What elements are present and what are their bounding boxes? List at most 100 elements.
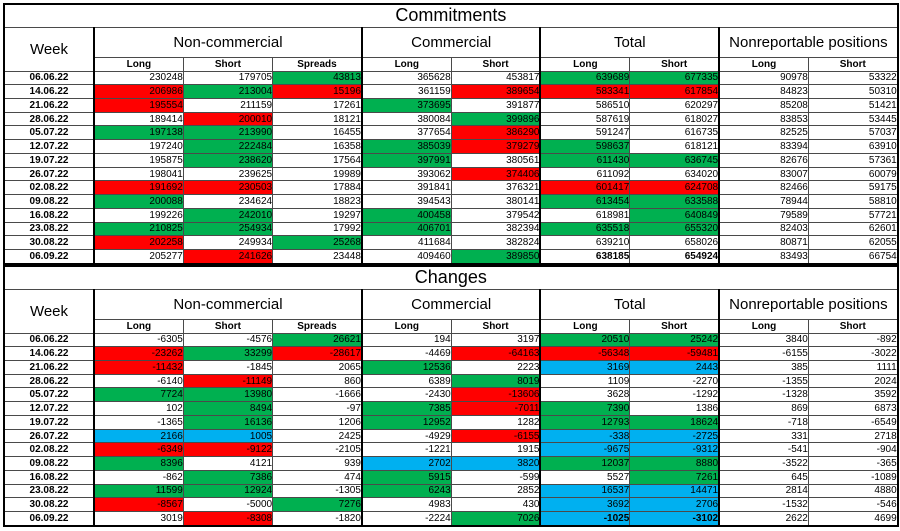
value-cell: -1666 <box>272 387 363 403</box>
group-header-total: Total <box>539 288 721 320</box>
value-cell: 241626 <box>182 249 274 265</box>
value-cell: -1355 <box>718 373 809 389</box>
value-cell: 199226 <box>93 207 184 223</box>
value-cell: 57721 <box>807 207 899 223</box>
sub-header-c-long: Long <box>361 318 452 334</box>
value-cell: 53445 <box>807 111 899 127</box>
value-cell: 1386 <box>629 401 721 416</box>
value-cell: 82676 <box>718 152 809 168</box>
value-cell: 365628 <box>361 70 452 86</box>
value-cell: 234624 <box>182 194 274 209</box>
value-cell: 2065 <box>272 359 363 375</box>
value-cell: 2706 <box>629 497 721 513</box>
value-cell: -11432 <box>93 359 184 375</box>
value-cell: 222484 <box>182 139 274 154</box>
week-cell: 23.08.22 <box>3 483 95 499</box>
table-row: 16.08.22 -862 7386 474 5915 -599 5527 7261 645 -1… <box>3 469 899 485</box>
value-cell: -9675 <box>539 442 631 458</box>
value-cell: 211159 <box>182 97 274 113</box>
week-column-header: Week <box>3 26 95 72</box>
value-cell: 3820 <box>450 456 542 471</box>
value-cell: 53322 <box>807 70 899 86</box>
value-cell: 1111 <box>807 359 899 375</box>
value-cell: 43813 <box>272 70 363 86</box>
value-cell: 634020 <box>629 166 721 182</box>
value-cell: -365 <box>807 456 899 471</box>
value-cell: -28617 <box>272 346 363 361</box>
value-cell: 2425 <box>272 428 363 444</box>
value-cell: 453817 <box>450 70 542 86</box>
value-cell: -56348 <box>539 346 631 361</box>
week-cell: 14.06.22 <box>3 346 95 361</box>
value-cell: 12952 <box>361 414 452 430</box>
value-cell: 242010 <box>182 207 274 223</box>
value-cell: 60079 <box>807 166 899 182</box>
table-row: 23.08.22 11599 12924 -1305 6243 2852 16537 1447… <box>3 483 899 499</box>
value-cell: 624708 <box>629 180 721 196</box>
value-cell: 617854 <box>629 84 721 99</box>
table-row: 21.06.22 195554 211159 17261 373695 391877 586… <box>3 97 899 113</box>
week-cell: 21.06.22 <box>3 359 95 375</box>
value-cell: 230248 <box>93 70 184 86</box>
table-row: 26.07.22 198041 239625 19989 393062 374406 611… <box>3 166 899 182</box>
value-cell: 3197 <box>450 332 542 348</box>
sub-header-nc-spreads: Spreads <box>272 318 363 334</box>
table-row: 09.08.22 8396 4121 939 2702 3820 12037 8880 -352… <box>3 456 899 471</box>
week-cell: 19.07.22 <box>3 414 95 430</box>
sub-header-row: Long Short Spreads Long Short Long Short… <box>4 318 899 334</box>
value-cell: 15196 <box>272 84 363 99</box>
table-row: 19.07.22 195875 238620 17564 397991 380561 611… <box>3 152 899 168</box>
group-header-row: Week Non-commercial Commercial Total Non… <box>3 288 899 334</box>
week-cell: 23.08.22 <box>3 221 95 237</box>
value-cell: 3628 <box>539 387 631 403</box>
section-title: Changes <box>3 265 899 290</box>
value-cell: 7276 <box>272 497 363 513</box>
week-cell: 21.06.22 <box>3 97 95 113</box>
week-cell: 06.09.22 <box>3 511 95 527</box>
value-cell: 202258 <box>93 235 184 251</box>
value-cell: 3169 <box>539 359 631 375</box>
value-cell: -3022 <box>807 346 899 361</box>
value-cell: 33299 <box>182 346 274 361</box>
value-cell: 860 <box>272 373 363 389</box>
value-cell: 205277 <box>93 249 184 265</box>
value-cell: 238620 <box>182 152 274 168</box>
value-cell: 2718 <box>807 428 899 444</box>
value-cell: 249934 <box>182 235 274 251</box>
week-cell: 09.08.22 <box>3 456 95 471</box>
week-cell: 30.08.22 <box>3 497 95 513</box>
value-cell: 7724 <box>93 387 184 403</box>
value-cell: 3840 <box>718 332 809 348</box>
value-cell: 17261 <box>272 97 363 113</box>
value-cell: 382394 <box>450 221 542 237</box>
value-cell: 197240 <box>93 139 184 154</box>
week-cell: 16.08.22 <box>3 469 95 485</box>
table-row: 14.06.22 -23262 33299 -28617 -4469 -64163 -563… <box>3 346 899 361</box>
section-body-1: 06.06.22 -6305 -4576 26621 194 3197 20510 25242… <box>3 332 899 527</box>
value-cell: 655320 <box>629 221 721 237</box>
value-cell: 8396 <box>93 456 184 471</box>
value-cell: 16537 <box>539 483 631 499</box>
value-cell: 12793 <box>539 414 631 430</box>
value-cell: -9312 <box>629 442 721 458</box>
value-cell: 598637 <box>539 139 631 154</box>
value-cell: 409460 <box>361 249 452 265</box>
group-header-commercial: Commercial <box>361 26 542 58</box>
value-cell: 394543 <box>361 194 452 209</box>
value-cell: 3592 <box>807 387 899 403</box>
value-cell: 66754 <box>807 249 899 265</box>
value-cell: 618121 <box>629 139 721 154</box>
value-cell: 1206 <box>272 414 363 430</box>
value-cell: -2270 <box>629 373 721 389</box>
week-cell: 28.06.22 <box>3 373 95 389</box>
table-row: 02.08.22 191692 230503 17884 391841 376321 601… <box>3 180 899 196</box>
value-cell: 17884 <box>272 180 363 196</box>
value-cell: 2443 <box>629 359 721 375</box>
value-cell: 198041 <box>93 166 184 182</box>
value-cell: 1915 <box>450 442 542 458</box>
table-row: 26.07.22 2166 1005 2425 -4929 -6155 -338 -2725 3… <box>3 428 899 444</box>
value-cell: 640849 <box>629 207 721 223</box>
value-cell: 586510 <box>539 97 631 113</box>
sub-header-c-long: Long <box>361 56 452 72</box>
value-cell: 391877 <box>450 97 542 113</box>
